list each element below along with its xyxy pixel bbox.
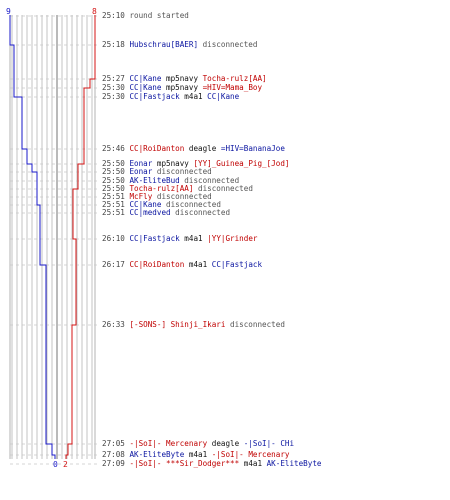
log-player: Hubschrau[BAER]: [129, 40, 199, 49]
log-entry: 27:08 AK-EliteByte m4a1 -|SoI|- Mercenar…: [102, 450, 289, 459]
log-player: McFly: [129, 192, 153, 201]
log-player: [-SONS-] Shinji_Ikari: [129, 320, 226, 329]
log-weapon: mp5navy: [161, 83, 203, 92]
log-player: Eonar: [129, 167, 153, 176]
log-timestamp: 25:50: [102, 184, 130, 193]
red-team-start-count: 8: [92, 7, 97, 16]
log-weapon: deagle: [207, 439, 244, 448]
log-action: disconnected: [152, 192, 212, 201]
log-weapon: mp5navy: [161, 74, 203, 83]
log-action: round started: [129, 11, 189, 20]
log-action: disconnected: [152, 167, 212, 176]
log-timestamp: 25:50: [102, 167, 130, 176]
log-player: CC|Kane: [207, 92, 240, 101]
log-entry: 25:18 Hubschrau[BAER] disconnected: [102, 40, 257, 49]
log-entry: 25:10 round started: [102, 11, 189, 20]
red-team-count-line: [65, 15, 96, 459]
log-weapon: m4a1: [179, 234, 208, 243]
blue-team-count-line: [9, 15, 56, 459]
blue-team-end-count: 0: [53, 460, 58, 469]
log-player: Tocha-rulz[AA]: [202, 74, 267, 83]
log-entry: 25:50 Eonar disconnected: [102, 167, 212, 176]
log-player: AK-EliteByte: [129, 450, 185, 459]
log-player: AK-EliteByte: [266, 459, 322, 468]
log-weapon: deagle: [184, 144, 221, 153]
log-player: AK-EliteBud: [129, 176, 180, 185]
log-timestamp: 27:05: [102, 439, 130, 448]
log-entry: 25:50 AK-EliteBud disconnected: [102, 176, 239, 185]
log-entry: 25:27 CC|Kane mp5navy Tocha-rulz[AA]: [102, 74, 267, 83]
log-timestamp: 26:10: [102, 234, 130, 243]
event-guide-lines: [10, 15, 100, 465]
log-timestamp: 25:51: [102, 192, 130, 201]
log-weapon: m4a1: [179, 92, 208, 101]
log-player: -|SoI|- ***Sir_Dodger***: [129, 459, 240, 468]
log-entry: 25:51 McFly disconnected: [102, 192, 212, 201]
log-player: CC|Fastjack: [129, 92, 180, 101]
log-player: -|SoI|- Mercenary: [211, 450, 290, 459]
log-entry: 25:50 Eonar mp5navy [YY]_Guinea_Pig_[Jod…: [102, 159, 289, 168]
log-weapon: m4a1: [239, 459, 267, 468]
log-timestamp: 25:27: [102, 74, 130, 83]
log-player: Eonar: [129, 159, 153, 168]
log-action: disconnected: [161, 200, 221, 209]
log-player: -|SoI|- CHi: [243, 439, 295, 448]
log-action: disconnected: [179, 176, 240, 185]
log-player: CC|medved: [129, 208, 171, 217]
log-timestamp: 25:51: [102, 208, 130, 217]
log-weapon: mp5navy: [152, 159, 194, 168]
log-entry: 25:51 CC|medved disconnected: [102, 208, 230, 217]
red-team-end-count: 2: [63, 460, 68, 469]
log-player: [YY]_Guinea_Pig_[Jod]: [193, 159, 290, 168]
blue-team-start-count: 9: [6, 7, 11, 16]
log-entry: 25:30 CC|Kane mp5navy =HIV=Mama_Boy: [102, 83, 262, 92]
log-timestamp: 25:18: [102, 40, 130, 49]
log-player: CC|Fastjack: [129, 234, 180, 243]
log-timestamp: 25:50: [102, 159, 130, 168]
log-player: CC|Kane: [129, 83, 162, 92]
log-entry: 26:17 CC|RoiDanton m4a1 CC|Fastjack: [102, 260, 262, 269]
log-player: CC|Kane: [129, 200, 162, 209]
log-entry: 26:33 [-SONS-] Shinji_Ikari disconnected: [102, 320, 285, 329]
log-timestamp: 26:33: [102, 320, 130, 329]
log-timestamp: 25:46: [102, 144, 130, 153]
log-weapon: m4a1: [184, 450, 212, 459]
log-player: |YY|Grinder: [207, 234, 258, 243]
log-timestamp: 25:50: [102, 176, 130, 185]
log-action: disconnected: [193, 184, 253, 193]
log-entry: 27:09 -|SoI|- ***Sir_Dodger*** m4a1 AK-E…: [102, 459, 321, 468]
log-timestamp: 25:30: [102, 92, 130, 101]
log-entry: 26:10 CC|Fastjack m4a1 |YY|Grinder: [102, 234, 257, 243]
log-player: -|SoI|- Mercenary: [129, 439, 208, 448]
log-player: CC|RoiDanton: [129, 144, 185, 153]
log-timestamp: 27:08: [102, 450, 130, 459]
log-weapon: m4a1: [184, 260, 212, 269]
log-entry: 27:05 -|SoI|- Mercenary deagle -|SoI|- C…: [102, 439, 294, 448]
log-action: disconnected: [198, 40, 258, 49]
timeline-grid: [9, 15, 96, 459]
log-timestamp: 25:30: [102, 83, 130, 92]
log-entry: 25:50 Tocha-rulz[AA] disconnected: [102, 184, 253, 193]
log-player: =HIV=Mama_Boy: [202, 83, 263, 92]
log-entry: 25:51 CC|Kane disconnected: [102, 200, 221, 209]
log-timestamp: 25:51: [102, 200, 130, 209]
log-player: =HIV=BananaJoe: [220, 144, 285, 153]
log-action: disconnected: [225, 320, 285, 329]
log-timestamp: 25:10: [102, 11, 130, 20]
log-player: CC|RoiDanton: [129, 260, 185, 269]
log-timestamp: 27:09: [102, 459, 130, 468]
log-action: disconnected: [170, 208, 231, 217]
log-player: CC|Kane: [129, 74, 162, 83]
log-player: CC|Fastjack: [211, 260, 263, 269]
log-entry: 25:30 CC|Fastjack m4a1 CC|Kane: [102, 92, 239, 101]
log-player: Tocha-rulz[AA]: [129, 184, 194, 193]
log-entry: 25:46 CC|RoiDanton deagle =HIV=BananaJoe: [102, 144, 285, 153]
log-timestamp: 26:17: [102, 260, 130, 269]
